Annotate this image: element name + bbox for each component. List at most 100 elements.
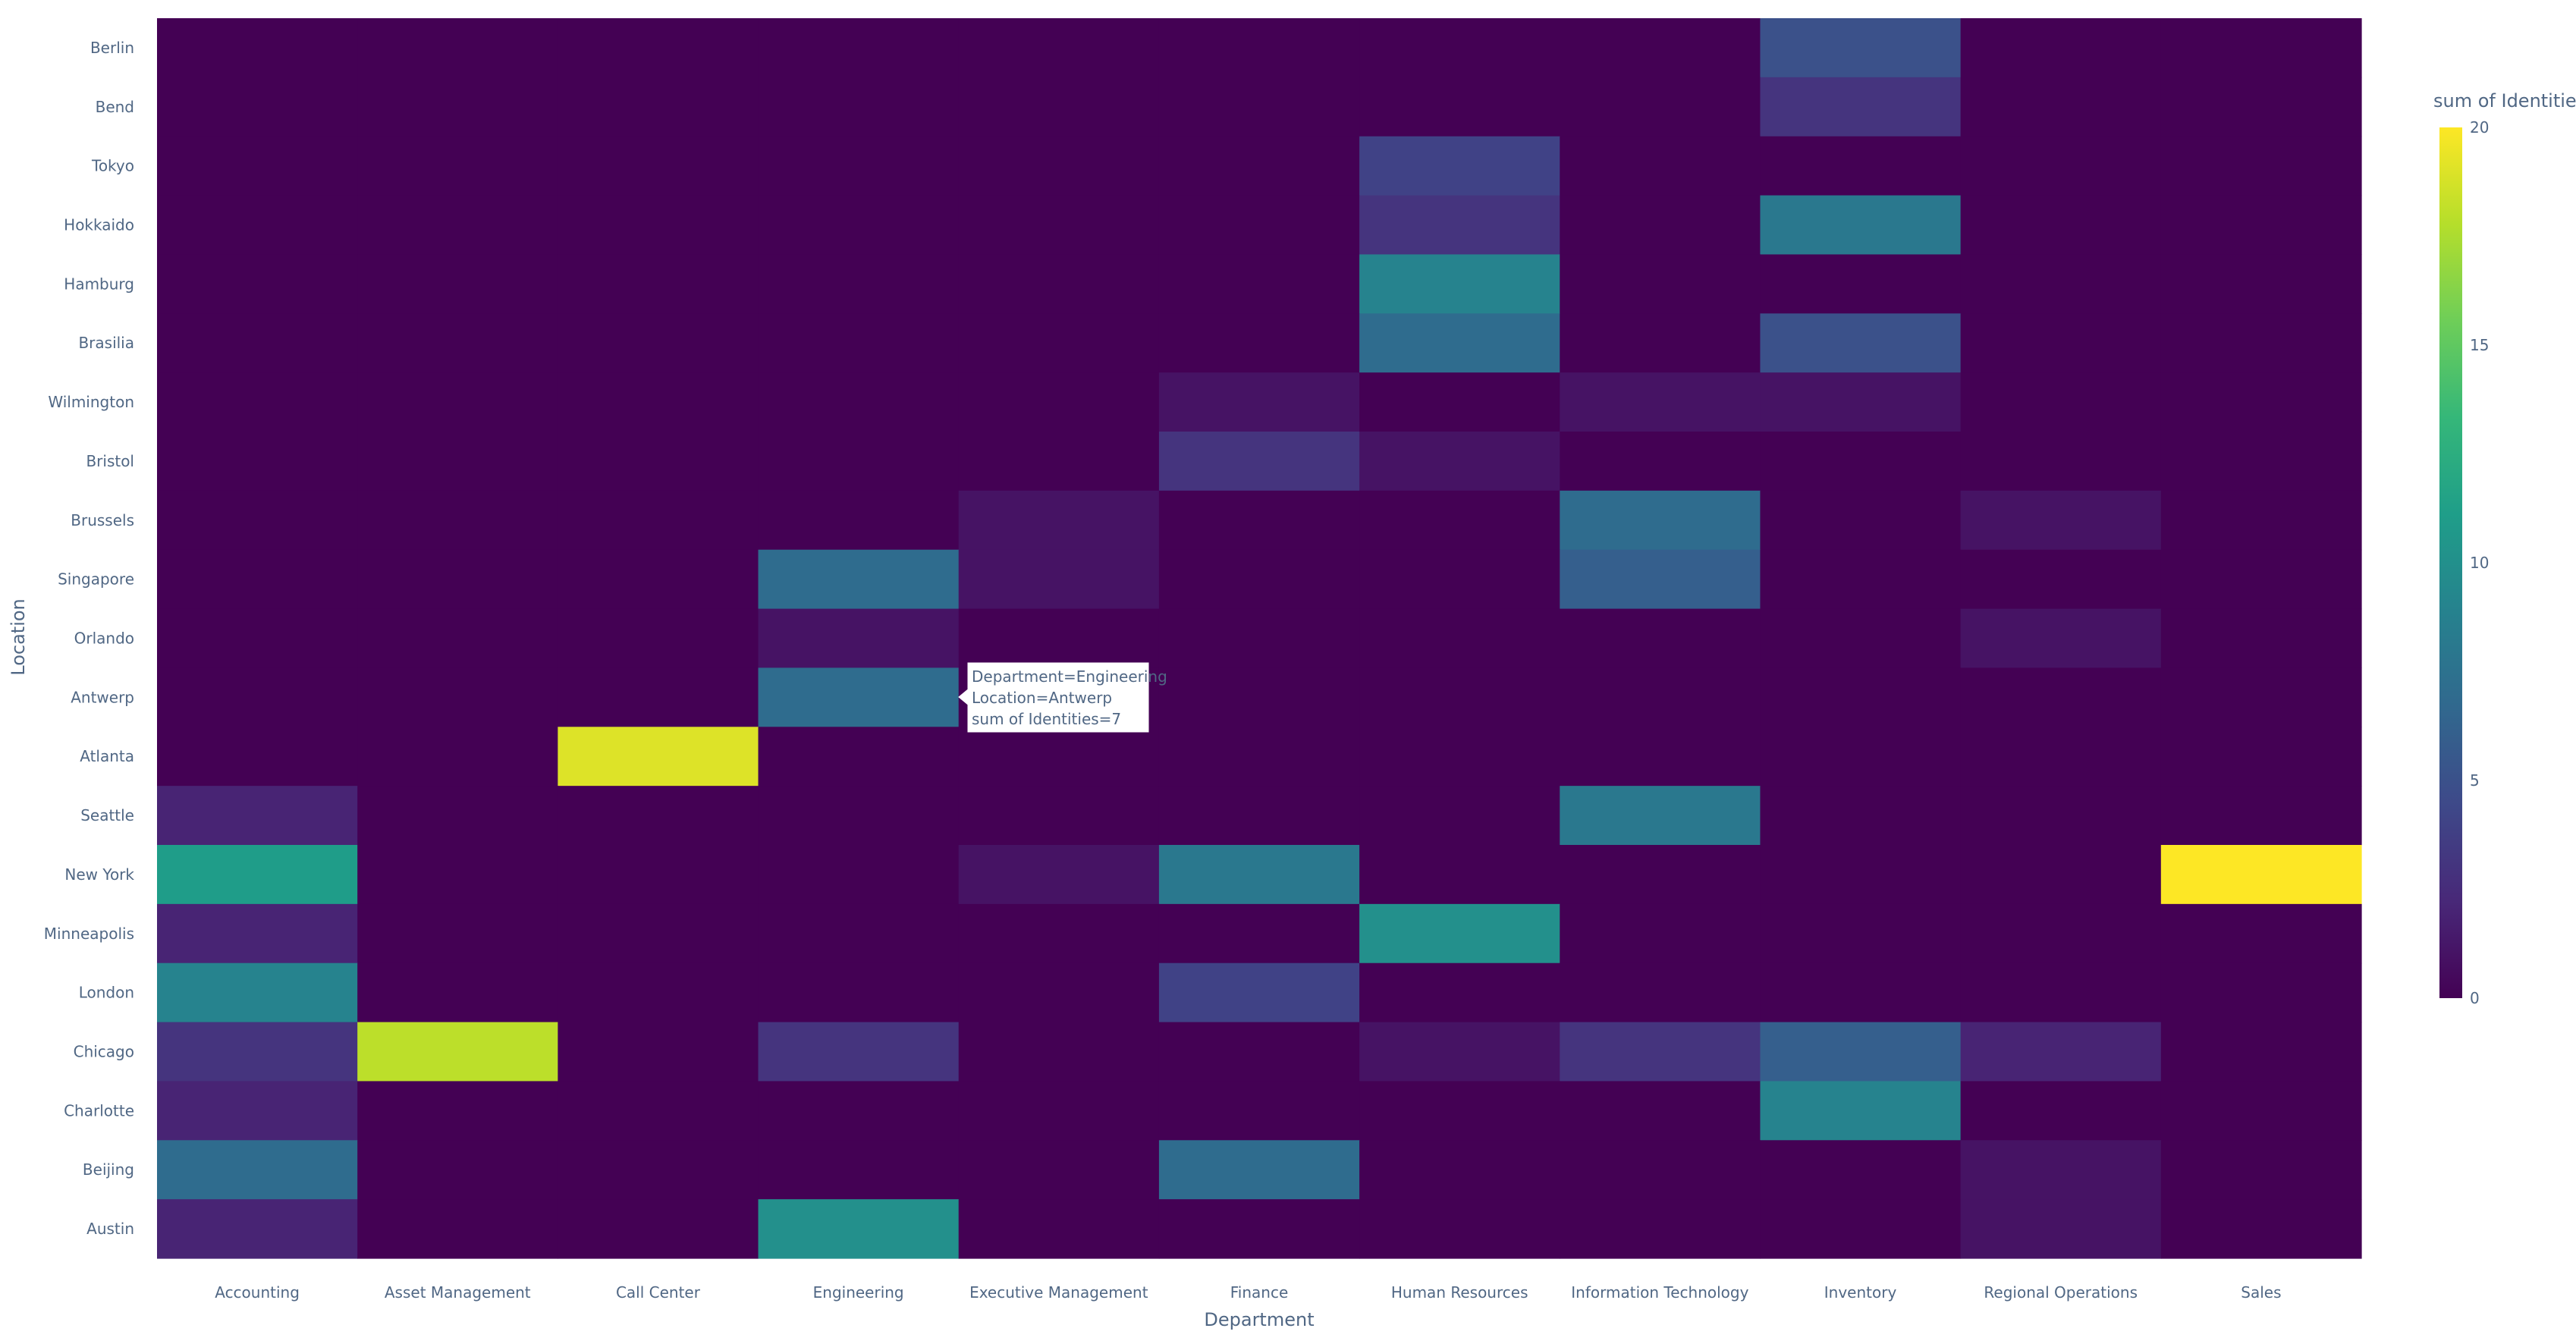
heatmap-cell-new-york-inventory[interactable] — [1760, 845, 1962, 905]
heatmap-cell-new-york-asset-management[interactable] — [357, 845, 558, 905]
heatmap-cell-london-inventory[interactable] — [1760, 962, 1962, 1023]
heatmap-cell-chicago-finance[interactable] — [1158, 1022, 1360, 1082]
heatmap-cell-chicago-asset-management[interactable] — [357, 1022, 558, 1082]
heatmap-cell-orlando-sales[interactable] — [2160, 608, 2362, 669]
heatmap-cell-charlotte-sales[interactable] — [2160, 1081, 2362, 1141]
heatmap-cell-orlando-human-resources[interactable] — [1359, 608, 1560, 669]
heatmap-cell-hamburg-asset-management[interactable] — [357, 254, 558, 314]
heatmap-cell-wilmington-regional-operations[interactable] — [1960, 372, 2162, 432]
heatmap-cell-london-regional-operations[interactable] — [1960, 962, 2162, 1023]
heatmap-cell-charlotte-asset-management[interactable] — [357, 1081, 558, 1141]
heatmap-cell-austin-sales[interactable] — [2160, 1199, 2362, 1259]
heatmap-cell-atlanta-accounting[interactable] — [157, 727, 358, 787]
heatmap-cell-brussels-inventory[interactable] — [1760, 490, 1962, 551]
heatmap-cell-brasilia-call-center[interactable] — [558, 313, 759, 373]
heatmap-cell-atlanta-call-center[interactable] — [558, 727, 759, 787]
heatmap-cell-bristol-inventory[interactable] — [1760, 432, 1962, 491]
heatmap-cell-austin-asset-management[interactable] — [357, 1199, 558, 1259]
heatmap-cell-berlin-sales[interactable] — [2160, 18, 2362, 78]
heatmap-cell-brussels-engineering[interactable] — [758, 490, 960, 551]
heatmap-cell-atlanta-human-resources[interactable] — [1359, 727, 1560, 787]
heatmap-cell-singapore-asset-management[interactable] — [357, 549, 558, 610]
heatmap-cell-hamburg-information-technology[interactable] — [1560, 254, 1761, 314]
heatmap-cell-brussels-sales[interactable] — [2160, 490, 2362, 551]
heatmap-cell-bristol-information-technology[interactable] — [1560, 432, 1761, 491]
heatmap-cell-minneapolis-asset-management[interactable] — [357, 903, 558, 964]
heatmap-cell-chicago-information-technology[interactable] — [1560, 1022, 1761, 1082]
heatmap-cell-bristol-accounting[interactable] — [157, 432, 358, 491]
heatmap-cell-singapore-accounting[interactable] — [157, 549, 358, 610]
heatmap-cell-austin-inventory[interactable] — [1760, 1199, 1962, 1259]
heatmap-cell-beijing-inventory[interactable] — [1760, 1140, 1962, 1200]
heatmap-cell-minneapolis-sales[interactable] — [2160, 903, 2362, 964]
heatmap-cell-antwerp-asset-management[interactable] — [357, 667, 558, 727]
heatmap-cell-bristol-call-center[interactable] — [558, 432, 759, 491]
heatmap-cell-wilmington-inventory[interactable] — [1760, 372, 1962, 432]
heatmap-cell-london-sales[interactable] — [2160, 962, 2362, 1023]
heatmap-cell-tokyo-call-center[interactable] — [558, 136, 759, 196]
heatmap-cell-seattle-finance[interactable] — [1158, 786, 1360, 846]
heatmap-cell-charlotte-accounting[interactable] — [157, 1081, 358, 1141]
heatmap-cell-orlando-executive-management[interactable] — [958, 608, 1160, 669]
heatmap-cell-tokyo-information-technology[interactable] — [1560, 136, 1761, 196]
heatmap-cell-antwerp-call-center[interactable] — [558, 667, 759, 727]
heatmap-cell-bristol-finance[interactable] — [1158, 432, 1360, 491]
heatmap-cell-seattle-inventory[interactable] — [1760, 786, 1962, 846]
heatmap-cell-chicago-executive-management[interactable] — [958, 1022, 1160, 1082]
heatmap-cell-brussels-executive-management[interactable] — [958, 490, 1160, 551]
heatmap-cell-tokyo-inventory[interactable] — [1760, 136, 1962, 196]
heatmap-cell-orlando-accounting[interactable] — [157, 608, 358, 669]
heatmap-cell-chicago-human-resources[interactable] — [1359, 1022, 1560, 1082]
heatmap-cell-beijing-information-technology[interactable] — [1560, 1140, 1761, 1200]
heatmap-cell-wilmington-accounting[interactable] — [157, 372, 358, 432]
heatmap-cell-hamburg-regional-operations[interactable] — [1960, 254, 2162, 314]
heatmap-cell-atlanta-sales[interactable] — [2160, 727, 2362, 787]
heatmap-cell-bend-engineering[interactable] — [758, 77, 960, 137]
heatmap-cell-minneapolis-call-center[interactable] — [558, 903, 759, 964]
heatmap-cell-atlanta-finance[interactable] — [1158, 727, 1360, 787]
heatmap-cell-seattle-call-center[interactable] — [558, 786, 759, 846]
heatmap-cell-hokkaido-engineering[interactable] — [758, 195, 960, 256]
heatmap-cell-wilmington-call-center[interactable] — [558, 372, 759, 432]
heatmap-cell-berlin-engineering[interactable] — [758, 18, 960, 78]
heatmap-cell-hokkaido-information-technology[interactable] — [1560, 195, 1761, 256]
heatmap-cell-berlin-executive-management[interactable] — [958, 18, 1160, 78]
heatmap-cell-chicago-call-center[interactable] — [558, 1022, 759, 1082]
heatmap-cell-antwerp-sales[interactable] — [2160, 667, 2362, 727]
heatmap-cell-wilmington-sales[interactable] — [2160, 372, 2362, 432]
heatmap-cells[interactable] — [157, 18, 2362, 1259]
heatmap-cell-austin-call-center[interactable] — [558, 1199, 759, 1259]
heatmap-cell-beijing-human-resources[interactable] — [1359, 1140, 1560, 1200]
heatmap-cell-bristol-executive-management[interactable] — [958, 432, 1160, 491]
heatmap-cell-singapore-inventory[interactable] — [1760, 549, 1962, 610]
heatmap-cell-chicago-inventory[interactable] — [1760, 1022, 1962, 1082]
heatmap-cell-minneapolis-information-technology[interactable] — [1560, 903, 1761, 964]
heatmap-cell-atlanta-inventory[interactable] — [1760, 727, 1962, 787]
heatmap-cell-brasilia-finance[interactable] — [1158, 313, 1360, 373]
heatmap-cell-london-call-center[interactable] — [558, 962, 759, 1023]
heatmap-cell-hamburg-call-center[interactable] — [558, 254, 759, 314]
heatmap-cell-bend-asset-management[interactable] — [357, 77, 558, 137]
heatmap-cell-antwerp-engineering[interactable] — [758, 667, 960, 727]
heatmap-cell-minneapolis-accounting[interactable] — [157, 903, 358, 964]
heatmap-cell-hamburg-accounting[interactable] — [157, 254, 358, 314]
heatmap-cell-brussels-call-center[interactable] — [558, 490, 759, 551]
heatmap-cell-tokyo-human-resources[interactable] — [1359, 136, 1560, 196]
heatmap-cell-tokyo-engineering[interactable] — [758, 136, 960, 196]
heatmap-cell-singapore-executive-management[interactable] — [958, 549, 1160, 610]
heatmap-cell-new-york-executive-management[interactable] — [958, 845, 1160, 905]
heatmap-cell-orlando-information-technology[interactable] — [1560, 608, 1761, 669]
heatmap-cell-hokkaido-executive-management[interactable] — [958, 195, 1160, 256]
heatmap-cell-hokkaido-regional-operations[interactable] — [1960, 195, 2162, 256]
heatmap-cell-minneapolis-human-resources[interactable] — [1359, 903, 1560, 964]
heatmap-cell-beijing-engineering[interactable] — [758, 1140, 960, 1200]
heatmap-cell-bend-inventory[interactable] — [1760, 77, 1962, 137]
heatmap-cell-minneapolis-regional-operations[interactable] — [1960, 903, 2162, 964]
heatmap-cell-london-executive-management[interactable] — [958, 962, 1160, 1023]
heatmap-cell-hokkaido-asset-management[interactable] — [357, 195, 558, 256]
heatmap-cell-austin-engineering[interactable] — [758, 1199, 960, 1259]
heatmap-cell-chicago-sales[interactable] — [2160, 1022, 2362, 1082]
heatmap-cell-minneapolis-finance[interactable] — [1158, 903, 1360, 964]
heatmap-cell-bend-information-technology[interactable] — [1560, 77, 1761, 137]
heatmap-cell-bend-finance[interactable] — [1158, 77, 1360, 137]
